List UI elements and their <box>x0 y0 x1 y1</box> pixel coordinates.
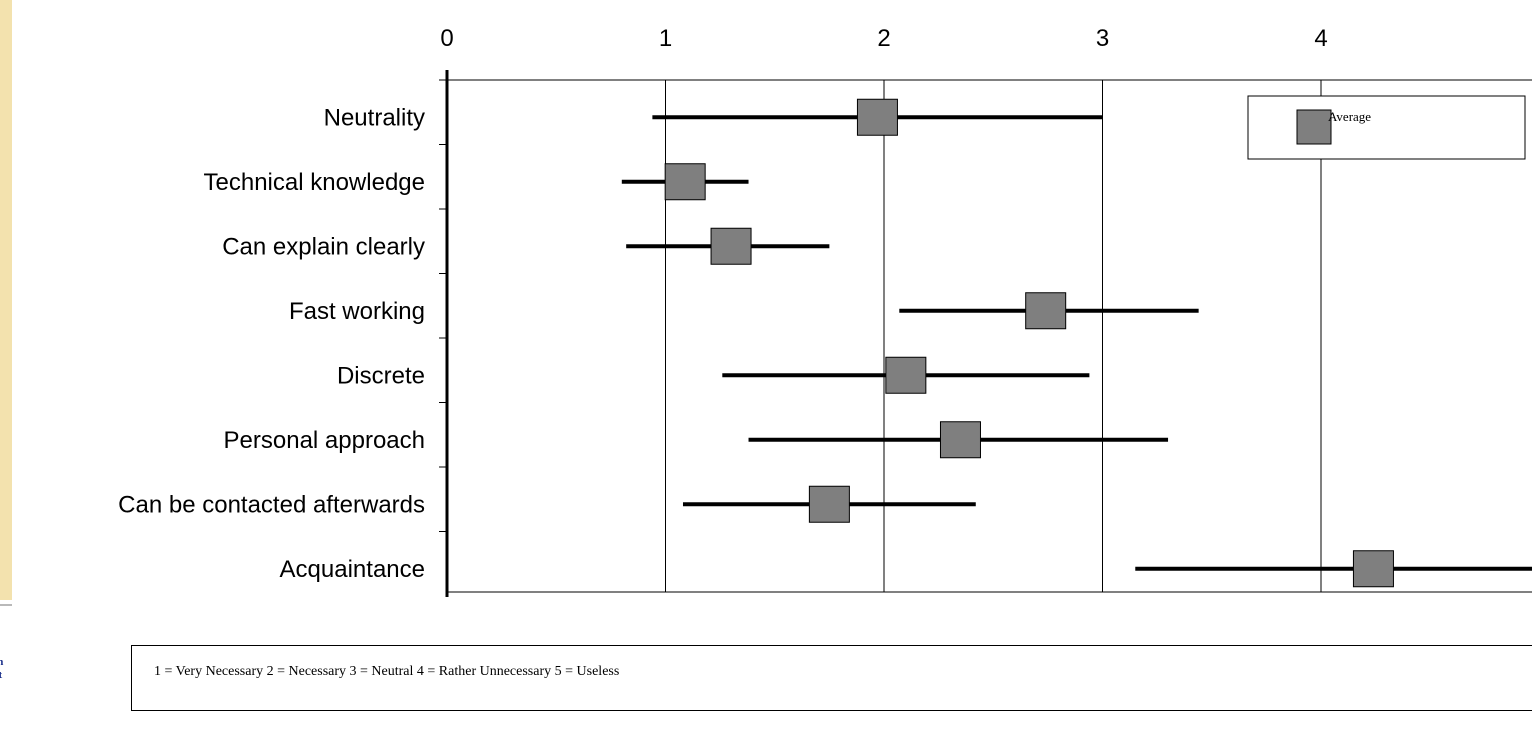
average-marker <box>1026 293 1066 329</box>
category-label: Fast working <box>289 298 425 325</box>
category-label: Acquaintance <box>280 556 425 583</box>
average-marker <box>665 164 705 200</box>
average-marker <box>809 486 849 522</box>
average-marker <box>886 357 926 393</box>
legend: Average <box>1248 96 1525 159</box>
legend-marker <box>1297 110 1331 144</box>
grid-lines <box>666 80 1322 592</box>
category-label: Can be contacted afterwards <box>118 491 425 518</box>
scale-note-box: 1 = Very Necessary 2 = Necessary 3 = Neu… <box>131 645 1532 711</box>
average-markers <box>665 99 1393 587</box>
category-label: Neutrality <box>324 104 425 131</box>
category-label: Discrete <box>337 362 425 389</box>
x-tick-label: 0 <box>440 25 453 52</box>
side-text-line: In <box>0 656 12 669</box>
x-tick-label: 3 <box>1096 25 1109 52</box>
category-label: Can explain clearly <box>222 233 425 260</box>
range-lines <box>622 117 1532 569</box>
average-marker <box>711 228 751 264</box>
x-tick-label: 2 <box>877 25 890 52</box>
scale-note: 1 = Very Necessary 2 = Necessary 3 = Neu… <box>154 664 619 680</box>
category-labels: Neutrality Technical knowledge Can explain… <box>118 104 425 583</box>
average-marker <box>1353 551 1393 587</box>
side-text-line: at <box>0 669 12 682</box>
category-label: Technical knowledge <box>204 169 425 196</box>
side-text-fragment: In at e <box>0 656 12 695</box>
average-marker <box>857 99 897 135</box>
legend-box <box>1248 96 1525 159</box>
x-tick-label: 4 <box>1314 25 1327 52</box>
legend-label: Average <box>1328 109 1371 124</box>
x-tick-labels: 012345 <box>440 25 1532 52</box>
x-tick-label: 1 <box>659 25 672 52</box>
side-text-line: e <box>0 682 12 695</box>
average-marker <box>940 422 980 458</box>
category-label: Personal approach <box>224 427 425 454</box>
